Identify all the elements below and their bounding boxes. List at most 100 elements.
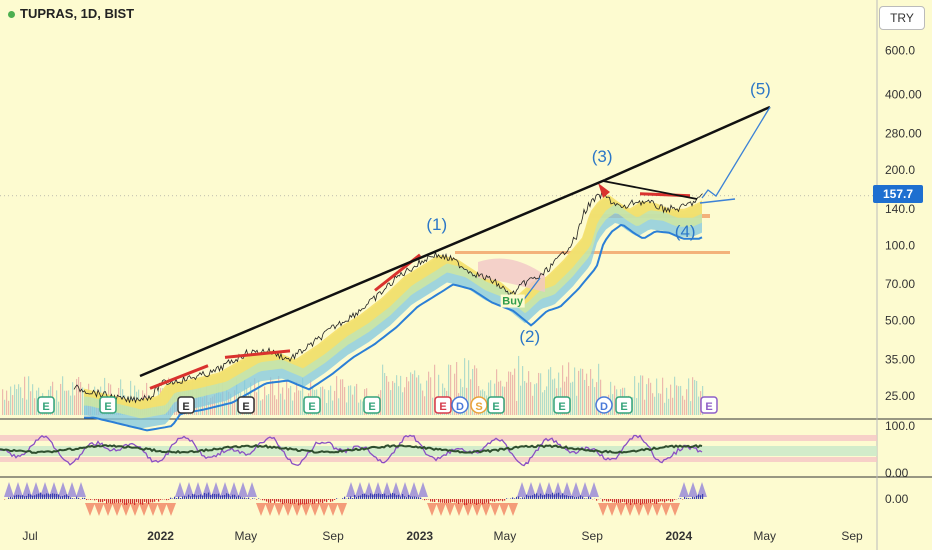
histogram-up-marker bbox=[220, 482, 230, 497]
histogram-bar bbox=[30, 494, 32, 499]
volume-bar bbox=[346, 402, 348, 415]
volume-bar bbox=[402, 392, 404, 415]
volume-bar bbox=[264, 386, 266, 415]
histogram-bar bbox=[108, 499, 110, 503]
histogram-bar bbox=[468, 499, 470, 504]
volume-bar bbox=[548, 369, 550, 415]
volume-bar bbox=[574, 367, 576, 415]
volume-bar bbox=[464, 358, 466, 415]
histogram-bar bbox=[44, 494, 46, 499]
histogram-bar bbox=[274, 499, 276, 503]
histogram-bar bbox=[444, 499, 446, 503]
histogram-bar bbox=[352, 498, 354, 499]
histogram-bar bbox=[186, 496, 188, 499]
histogram-down-marker bbox=[436, 503, 446, 516]
histogram-bar bbox=[492, 499, 494, 502]
currency-button[interactable]: TRY bbox=[879, 6, 925, 30]
histogram-bar bbox=[476, 499, 478, 505]
histogram-bar bbox=[654, 499, 656, 504]
histogram-up-marker bbox=[418, 482, 428, 497]
histogram-bar bbox=[616, 499, 618, 503]
histogram-up-marker bbox=[580, 482, 590, 497]
histogram-bar bbox=[390, 493, 392, 499]
histogram-bar bbox=[244, 497, 246, 499]
event-marker-label: E bbox=[182, 401, 189, 413]
volume-bar bbox=[518, 355, 520, 415]
histogram-bar bbox=[152, 499, 154, 503]
histogram-bar bbox=[636, 499, 638, 504]
histogram-bar bbox=[104, 499, 106, 502]
histogram-bar bbox=[660, 499, 662, 502]
volume-bar bbox=[636, 398, 638, 415]
histogram-up-marker bbox=[49, 482, 59, 497]
volume-bar bbox=[394, 382, 396, 415]
histogram-down-marker bbox=[616, 503, 626, 516]
price-line bbox=[73, 190, 703, 404]
projection-line bbox=[701, 106, 771, 199]
histogram-bar bbox=[634, 499, 636, 505]
x-tick-label: Sep bbox=[841, 529, 863, 543]
histogram-bar bbox=[246, 498, 248, 499]
histogram-up-marker bbox=[67, 482, 77, 497]
histogram-bar bbox=[538, 495, 540, 499]
volume-bar bbox=[356, 383, 358, 415]
volume-bar bbox=[536, 383, 538, 415]
histogram-bar bbox=[356, 496, 358, 499]
histogram-bar bbox=[252, 498, 254, 499]
histogram-bar bbox=[512, 497, 514, 499]
volume-bar bbox=[342, 379, 344, 415]
histogram-bar bbox=[110, 499, 112, 504]
last-price-tag: 157.7 bbox=[873, 185, 923, 203]
ribbon-band bbox=[84, 194, 702, 410]
histogram-bar bbox=[478, 499, 480, 504]
histogram-bar bbox=[332, 499, 334, 502]
histogram-up-marker bbox=[40, 482, 50, 497]
histogram-bar bbox=[666, 499, 668, 502]
histogram-bar bbox=[188, 494, 190, 499]
histogram-bar bbox=[664, 499, 666, 503]
histogram-bar bbox=[284, 499, 286, 504]
histogram-bar bbox=[184, 496, 186, 499]
histogram-bar bbox=[672, 499, 674, 502]
overbought-zone bbox=[0, 435, 877, 441]
histogram-bar bbox=[294, 499, 296, 504]
histogram-bar bbox=[348, 497, 350, 499]
trendline-extension bbox=[604, 105, 771, 182]
event-marker-box bbox=[434, 396, 452, 414]
histogram-bar bbox=[16, 494, 18, 499]
histogram-bar bbox=[270, 499, 272, 503]
x-tick-label: May bbox=[753, 529, 776, 543]
histogram-up-marker bbox=[13, 482, 23, 497]
volume-bar bbox=[12, 395, 14, 415]
volume-bar bbox=[400, 375, 402, 415]
volume-bar bbox=[418, 375, 420, 415]
histogram-down-marker bbox=[157, 503, 167, 516]
x-tick-label: 2024 bbox=[665, 529, 692, 543]
histogram-up-marker bbox=[184, 482, 194, 497]
volume-bar bbox=[286, 379, 288, 415]
volume-bar bbox=[646, 384, 648, 415]
histogram-bar bbox=[136, 499, 138, 503]
histogram-bar bbox=[316, 499, 318, 502]
volume-bar bbox=[210, 397, 212, 415]
histogram-bar bbox=[540, 493, 542, 499]
volume-bar bbox=[664, 402, 666, 415]
volume-bar bbox=[506, 381, 508, 415]
volume-bar bbox=[516, 400, 518, 415]
histogram-bar bbox=[328, 499, 330, 500]
event-marker-label: E bbox=[242, 401, 249, 413]
volume-bar bbox=[520, 385, 522, 415]
volume-bar bbox=[290, 385, 292, 415]
symbol-title-text: TUPRAS, 1D, BIST bbox=[20, 6, 135, 21]
histogram-bar bbox=[430, 499, 432, 502]
histogram-up-marker bbox=[517, 482, 527, 497]
histogram-up-marker bbox=[409, 482, 419, 497]
histogram-bar bbox=[166, 499, 168, 501]
volume-bar bbox=[258, 380, 260, 415]
volume-bar bbox=[274, 395, 276, 415]
histogram-bar bbox=[576, 496, 578, 499]
histogram-bar bbox=[416, 496, 418, 499]
histogram-up-marker bbox=[373, 482, 383, 497]
histogram-bar bbox=[524, 497, 526, 499]
trendline bbox=[139, 178, 606, 378]
